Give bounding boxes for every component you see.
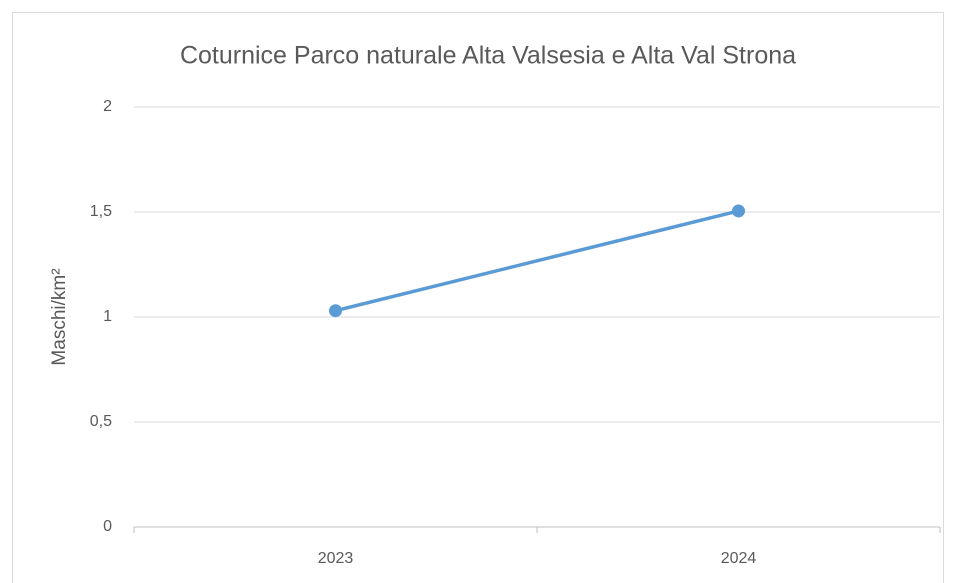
point (329, 304, 342, 318)
y-tick-label: 0 (103, 518, 112, 535)
line (335, 209, 739, 313)
chart-title: Coturnice Parco naturale Alta Valsesia e… (180, 42, 796, 70)
x-tick-label: 2024 (721, 550, 757, 567)
chart-border (12, 12, 944, 583)
y-tick-label: 2 (103, 98, 112, 115)
y-axis-label: Maschi/km² (49, 268, 70, 365)
y-tick-label: 0,5 (90, 413, 112, 430)
y-tick-label: 1 (103, 308, 112, 325)
x-tick-label: 2023 (318, 550, 354, 567)
y-tick-label: 1,5 (90, 203, 112, 220)
point (732, 204, 745, 218)
